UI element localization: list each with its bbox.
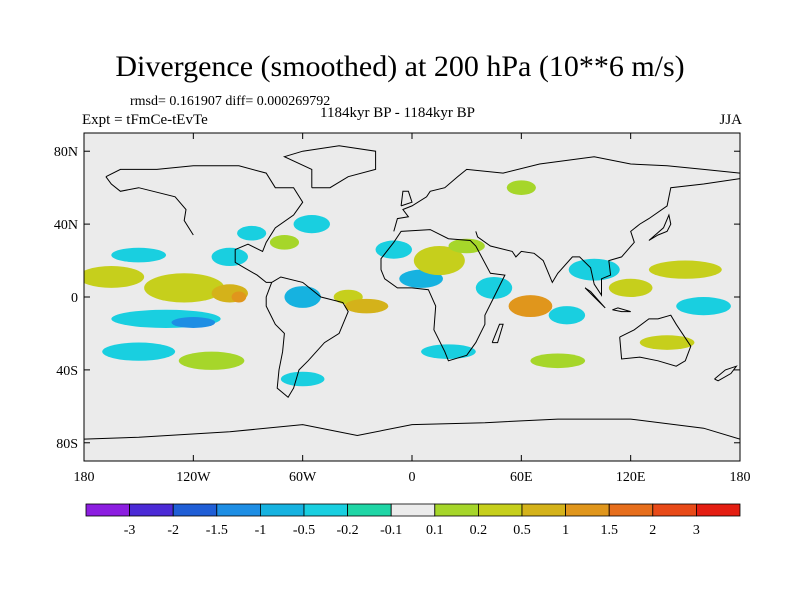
colorbar-swatch (521, 503, 566, 517)
field-region (648, 260, 722, 279)
field-region (448, 238, 485, 254)
field-region (237, 225, 267, 241)
colorbar-label: -0.2 (337, 523, 359, 538)
colorbar-swatch (477, 503, 523, 517)
coastline (714, 365, 738, 382)
colorbar-swatch (565, 503, 610, 517)
coastline (400, 190, 413, 207)
field-region (676, 297, 731, 316)
y-tick-label: 80N (54, 145, 78, 160)
chart-title: Divergence (smoothed) at 200 hPa (10**6 … (115, 50, 685, 83)
field-region (639, 335, 695, 350)
colorbar-swatch (652, 503, 697, 517)
coastline (648, 213, 672, 241)
colorbar-label: 1.5 (600, 523, 618, 538)
field-region (506, 180, 536, 195)
field-region (178, 351, 245, 370)
coastline (105, 176, 194, 236)
coastline (393, 156, 740, 232)
y-tick-label: 40N (54, 218, 78, 233)
coastline (612, 307, 631, 313)
experiment-label: Expt = tFmCe-tEvTe (82, 112, 208, 128)
colorbar-swatch (434, 503, 479, 517)
field-region (171, 317, 216, 328)
field-region (284, 286, 321, 308)
coastline (84, 418, 740, 440)
field-region (548, 306, 586, 325)
colorbar-label: -0.1 (380, 523, 402, 538)
field-region (293, 215, 330, 234)
colorbar-label: -1 (255, 523, 267, 538)
field-region (231, 291, 247, 303)
period-label: 1184kyr BP - 1184kyr BP (320, 105, 476, 121)
x-tick-label: 60W (289, 470, 317, 485)
field-region (344, 298, 389, 314)
x-tick-label: 120W (176, 470, 211, 485)
coastline (475, 178, 740, 297)
y-tick-label: 40S (56, 364, 78, 379)
colorbar-swatch (303, 503, 348, 517)
season-label: JJA (719, 112, 742, 128)
field-region (568, 258, 620, 281)
colorbar-label: 0.5 (513, 523, 531, 538)
coastline (282, 145, 377, 189)
stats-text: rmsd= 0.161907 diff= 0.000269792 (130, 94, 331, 109)
coastline (584, 287, 606, 309)
colorbar-swatch (347, 503, 392, 517)
coastline (380, 229, 506, 362)
x-tick-label: 120E (616, 470, 646, 485)
x-tick-label: 180 (730, 470, 751, 485)
field-region (111, 247, 166, 263)
colorbar-label: 0.1 (426, 523, 444, 538)
field-region (475, 276, 513, 299)
colorbar-label: -2 (167, 523, 179, 538)
field-region (144, 273, 225, 303)
field-region (413, 245, 465, 276)
colorbar-swatch (608, 503, 654, 517)
field-region (280, 371, 325, 387)
x-tick-label: 0 (409, 470, 416, 485)
coastline (105, 165, 349, 398)
x-tick-label: 60E (510, 470, 533, 485)
field-region (211, 247, 248, 267)
field-region (269, 235, 300, 250)
colorbar-swatch (85, 503, 130, 517)
colorbar-swatch (390, 503, 436, 517)
colorbar-label: 3 (693, 523, 700, 538)
y-tick-label: 80S (56, 437, 78, 452)
colorbar-label: -0.5 (293, 523, 315, 538)
colorbar-label: -3 (124, 523, 136, 538)
colorbar-swatch (696, 503, 741, 517)
colorbar-swatch (172, 503, 218, 517)
x-tick-label: 180 (74, 470, 95, 485)
colorbar-label: 1 (562, 523, 569, 538)
coastline (619, 314, 692, 367)
field-region (375, 240, 412, 259)
y-tick-label: 0 (71, 291, 78, 306)
field-region (608, 278, 653, 297)
field-region (102, 342, 176, 361)
colorbar-label: -1.5 (206, 523, 228, 538)
coastline (491, 323, 504, 344)
colorbar-swatch (216, 503, 261, 517)
colorbar-label: 2 (649, 523, 656, 538)
colorbar-swatch (259, 503, 305, 517)
field-region (421, 344, 476, 359)
colorbar-swatch (129, 503, 174, 517)
field-region (84, 266, 145, 288)
colorbar-label: 0.2 (470, 523, 488, 538)
field-region (530, 353, 586, 369)
field-region (508, 295, 553, 318)
